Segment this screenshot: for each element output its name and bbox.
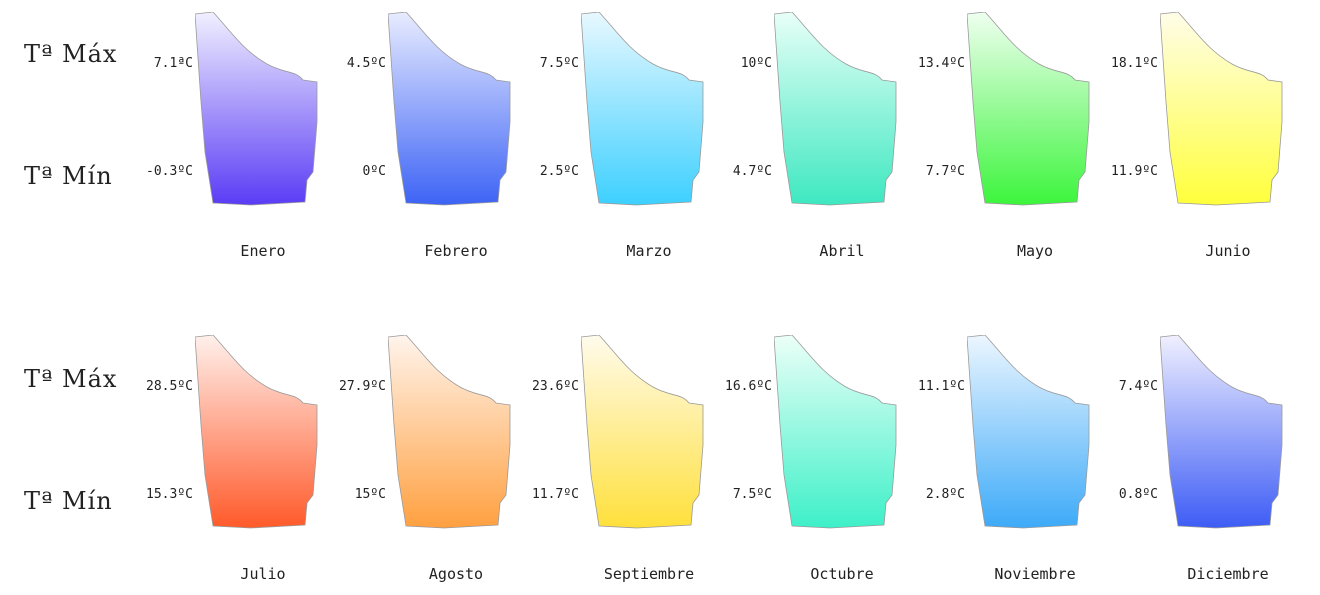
month-cell-junio: 18.1ºC 11.9ºC Junio <box>1098 12 1288 272</box>
region-fill <box>967 335 1090 529</box>
max-temp-label: 23.6ºC <box>532 379 579 394</box>
region-fill <box>774 12 897 206</box>
max-temp-label: 11.1ºC <box>918 379 965 394</box>
max-temp-label: 27.9ºC <box>339 379 386 394</box>
month-label: Octubre <box>810 565 874 583</box>
month-cell-marzo: 7.5ºC 2.5ºC Marzo <box>519 12 709 272</box>
month-label: Junio <box>1205 242 1251 260</box>
region-shape <box>967 12 1090 206</box>
month-cell-diciembre: 7.4ºC 0.8ºC Diciembre <box>1098 335 1288 595</box>
row-label-max-1: Tª Máx <box>24 40 118 68</box>
row-label-min-2: Tª Mín <box>24 487 113 515</box>
region-shape <box>967 335 1090 529</box>
max-temp-label: 10ºC <box>740 56 772 71</box>
month-cell-julio: 28.5ºC 15.3ºC Julio <box>133 335 323 595</box>
region-shape <box>195 12 318 206</box>
month-cell-abril: 10ºC 4.7ºC Abril <box>712 12 902 272</box>
row-label-min-1: Tª Mín <box>24 162 113 190</box>
region-shape <box>388 12 511 206</box>
min-temp-label: 2.8ºC <box>925 487 965 502</box>
month-label: Febrero <box>424 242 488 260</box>
region-shape <box>1160 12 1283 206</box>
month-label: Agosto <box>428 565 484 583</box>
month-cell-mayo: 13.4ºC 7.7ºC Mayo <box>905 12 1095 272</box>
month-cell-febrero: 4.5ºC 0ºC Febrero <box>326 12 516 272</box>
max-temp-label: 7.5ºC <box>539 56 579 71</box>
month-cell-noviembre: 11.1ºC 2.8ºC Noviembre <box>905 335 1095 595</box>
max-temp-label: 13.4ºC <box>918 56 965 71</box>
min-temp-label: -0.3ºC <box>146 164 193 179</box>
min-temp-label: 15.3ºC <box>146 487 193 502</box>
region-shape <box>581 335 704 529</box>
max-temp-label: 7.4ºC <box>1118 379 1158 394</box>
region-fill <box>388 335 511 529</box>
month-label: Diciembre <box>1187 565 1269 583</box>
month-label: Septiembre <box>603 565 695 583</box>
max-temp-label: 4.5ºC <box>346 56 386 71</box>
month-cell-septiembre: 23.6ºC 11.7ºC Septiembre <box>519 335 709 595</box>
month-label: Enero <box>240 242 286 260</box>
min-temp-label: 7.7ºC <box>925 164 965 179</box>
region-fill <box>1160 335 1283 529</box>
min-temp-label: 0.8ºC <box>1118 487 1158 502</box>
region-fill <box>774 335 897 529</box>
month-label: Marzo <box>626 242 672 260</box>
region-fill <box>1160 12 1283 206</box>
min-temp-label: 7.5ºC <box>732 487 772 502</box>
month-cell-enero: 7.1ªC -0.3ºC Enero <box>133 12 323 272</box>
region-fill <box>388 12 511 206</box>
month-label: Noviembre <box>994 565 1076 583</box>
month-label: Julio <box>240 565 286 583</box>
region-shape <box>388 335 511 529</box>
max-temp-label: 18.1ºC <box>1111 56 1158 71</box>
month-cell-octubre: 16.6ºC 7.5ºC Octubre <box>712 335 902 595</box>
region-shape <box>581 12 704 206</box>
month-label: Abril <box>819 242 865 260</box>
min-temp-label: 11.7ºC <box>532 487 579 502</box>
region-fill <box>581 12 704 206</box>
min-temp-label: 11.9ºC <box>1111 164 1158 179</box>
month-cell-agosto: 27.9ºC 15ºC Agosto <box>326 335 516 595</box>
region-shape <box>774 335 897 529</box>
region-fill <box>195 335 318 529</box>
row-label-max-2: Tª Máx <box>24 365 118 393</box>
min-temp-label: 2.5ºC <box>539 164 579 179</box>
min-temp-label: 15ºC <box>354 487 386 502</box>
min-temp-label: 4.7ºC <box>732 164 772 179</box>
month-label: Mayo <box>1016 242 1054 260</box>
max-temp-label: 7.1ªC <box>153 56 193 71</box>
region-fill <box>195 12 318 206</box>
region-fill <box>967 12 1090 206</box>
region-shape <box>1160 335 1283 529</box>
max-temp-label: 28.5ºC <box>146 379 193 394</box>
region-shape <box>774 12 897 206</box>
max-temp-label: 16.6ºC <box>725 379 772 394</box>
region-shape <box>195 335 318 529</box>
min-temp-label: 0ºC <box>362 164 386 179</box>
region-fill <box>581 335 704 529</box>
